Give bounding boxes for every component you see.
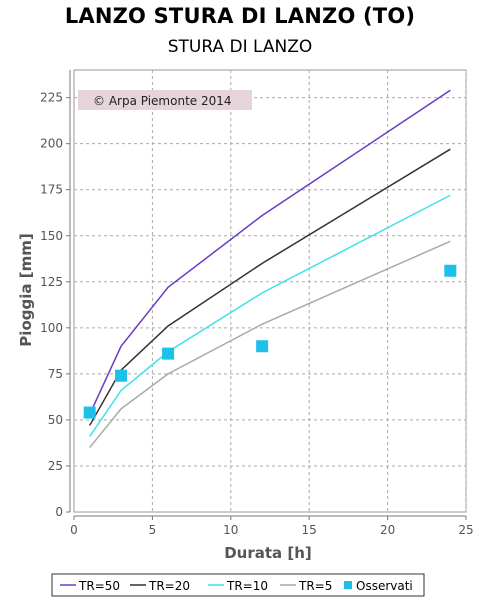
observed-point [256,340,269,353]
observed-point [115,369,128,382]
series-line-tr-20 [89,148,451,426]
chart-title: LANZO STURA DI LANZO (TO) [64,4,416,28]
y-axis-label: Pioggia [mm] [17,233,35,346]
observed-point [83,406,96,419]
observed-point [162,347,175,360]
chart-subtitle: STURA DI LANZO [167,37,313,57]
y-tick-label: 25 [48,459,63,473]
series-line-tr-5 [89,240,451,449]
legend-item-tr-20: TR=20 [130,579,190,593]
y-tick-label: 125 [40,275,63,289]
legend-label: TR=50 [78,579,120,593]
x-tick-label: 25 [458,523,473,537]
x-tick-label: 15 [302,523,317,537]
watermark: © Arpa Piemonte 2014 [78,90,252,110]
x-tick-label: 0 [70,523,78,537]
observed-point [444,264,457,277]
legend-swatch [344,581,352,589]
legend: TR=50 TR=20 TR=10 TR=5 Osservati [51,573,425,597]
watermark-background [78,90,252,110]
x-tick-label: 20 [380,523,395,537]
legend-label: TR=10 [226,579,268,593]
legend-item-tr-50: TR=50 [60,579,120,593]
y-tick-label: 225 [40,91,63,105]
y-tick-label: 0 [55,505,63,519]
series-line-tr-50 [88,89,451,415]
y-tick-label: 150 [40,229,63,243]
legend-label: Osservati [356,579,413,593]
y-tick-label: 100 [40,321,63,335]
y-tick-label: 200 [40,137,63,151]
legend-item-tr-5: TR=5 [280,579,332,593]
y-tick-label: 175 [40,183,63,197]
legend-item-osservati: Osservati [344,579,413,593]
watermark-text: © Arpa Piemonte 2014 [93,94,232,108]
plot-area [73,69,467,513]
x-tick-label: 5 [149,523,157,537]
x-tick-label: 10 [223,523,238,537]
y-tick-label: 50 [48,413,63,427]
legend-box [51,573,425,597]
legend-label: TR=5 [298,579,332,593]
legend-item-tr-10: TR=10 [208,579,268,593]
x-axis-label: Durata [h] [224,544,312,562]
y-tick-label: 75 [48,367,63,381]
legend-label: TR=20 [148,579,190,593]
